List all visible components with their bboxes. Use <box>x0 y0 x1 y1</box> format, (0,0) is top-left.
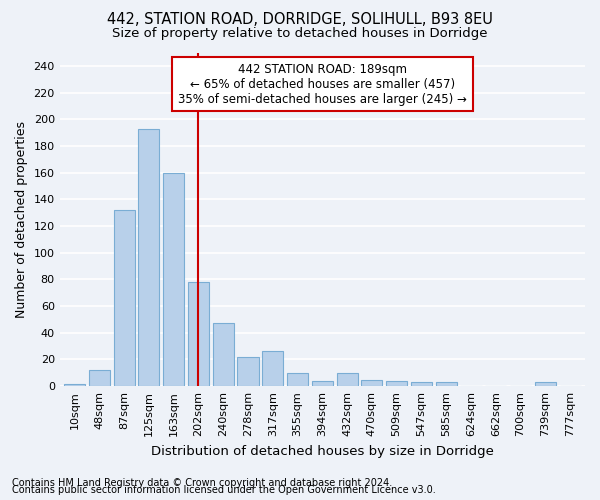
Y-axis label: Number of detached properties: Number of detached properties <box>15 121 28 318</box>
Bar <box>89 370 110 386</box>
Text: Contains HM Land Registry data © Crown copyright and database right 2024.: Contains HM Land Registry data © Crown c… <box>12 478 392 488</box>
Bar <box>312 381 333 386</box>
Bar <box>411 382 432 386</box>
Text: 442 STATION ROAD: 189sqm
← 65% of detached houses are smaller (457)
35% of semi-: 442 STATION ROAD: 189sqm ← 65% of detach… <box>178 62 467 106</box>
Bar <box>262 352 283 386</box>
Bar <box>188 282 209 386</box>
Text: Size of property relative to detached houses in Dorridge: Size of property relative to detached ho… <box>112 28 488 40</box>
Bar <box>163 172 184 386</box>
Bar <box>287 373 308 386</box>
Bar <box>361 380 382 386</box>
Text: 442, STATION ROAD, DORRIDGE, SOLIHULL, B93 8EU: 442, STATION ROAD, DORRIDGE, SOLIHULL, B… <box>107 12 493 28</box>
Bar <box>238 357 259 386</box>
X-axis label: Distribution of detached houses by size in Dorridge: Distribution of detached houses by size … <box>151 444 494 458</box>
Bar <box>436 382 457 386</box>
Bar <box>113 210 134 386</box>
Text: Contains public sector information licensed under the Open Government Licence v3: Contains public sector information licen… <box>12 485 436 495</box>
Bar <box>386 381 407 386</box>
Bar <box>535 382 556 386</box>
Bar <box>212 324 234 386</box>
Bar <box>139 128 160 386</box>
Bar <box>64 384 85 386</box>
Bar <box>337 373 358 386</box>
